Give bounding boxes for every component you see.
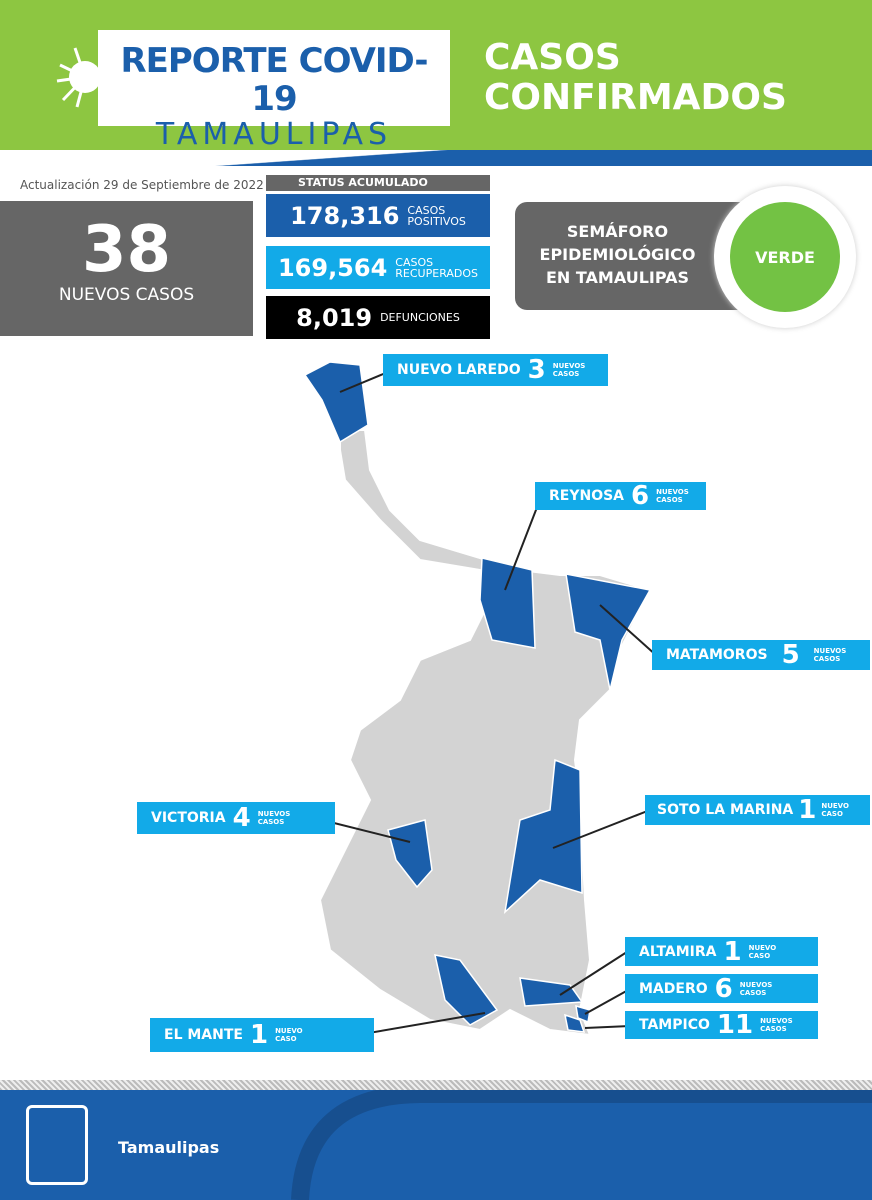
cases-suffix1: NUEVO <box>275 1027 303 1035</box>
positive-value: 178,316 <box>290 201 400 230</box>
logo-line1: REPORTE COVID-19 <box>120 41 428 119</box>
region-soto-la-marina <box>503 758 583 915</box>
cases-suffix1: NUEVOS <box>739 980 773 989</box>
footer-brand: Tamaulipas <box>118 1138 220 1157</box>
tamaulipas-map <box>303 361 662 1040</box>
recovered-value: 169,564 <box>277 253 388 282</box>
deaths-label: DEFUNCIONES <box>380 311 460 324</box>
label-tampico: TAMPICO 11 NUEVOS CASOS <box>625 1010 818 1040</box>
municipality-count: 3 <box>527 355 546 385</box>
municipality-name: TAMPICO <box>639 1017 710 1033</box>
logo-line2: TAMAULIPAS <box>155 117 393 152</box>
municipality-name: SOTO LA MARINA <box>657 802 794 818</box>
recovered-cases: 169,564 CASOS RECUPERADOS <box>266 246 490 289</box>
divider-stripe <box>0 150 872 166</box>
status-heading: STATUS ACUMULADO <box>266 175 490 191</box>
cases-suffix1: NUEVOS <box>656 488 689 496</box>
municipality-name: MATAMOROS <box>666 647 768 663</box>
region-altamira <box>519 977 584 1007</box>
recovered-label2: RECUPERADOS <box>395 266 479 280</box>
label-el-mante: EL MANTE 1 NUEVO CASO <box>150 1018 374 1052</box>
recovered-label1: CASOS <box>395 255 434 269</box>
page-title: CASOS CONFIRMADOS <box>484 38 787 118</box>
municipality-count: 11 <box>716 1010 754 1040</box>
region-tampico <box>564 1013 586 1033</box>
municipality-name: EL MANTE <box>164 1027 243 1043</box>
municipality-name: ALTAMIRA <box>639 943 717 960</box>
region-matamoros <box>565 573 652 691</box>
region-el-mante <box>434 954 499 1026</box>
semaforo-line3: EN TAMAULIPAS <box>545 268 690 287</box>
cases-suffix1: NUEVOS <box>552 362 586 370</box>
region-madero <box>575 1004 591 1024</box>
deaths-value: 8,019 <box>296 303 373 332</box>
new-cases-box: 38 NUEVOS CASOS <box>0 201 253 336</box>
cases-suffix2: CASO <box>748 951 771 960</box>
region-nuevo-laredo <box>303 361 369 444</box>
region-reynosa <box>479 557 536 649</box>
cases-suffix2: CASOS <box>552 370 580 378</box>
cases-suffix2: CASOS <box>739 988 767 997</box>
semaforo-title: SEMÁFORO EPIDEMIOLÓGICO EN TAMAULIPAS <box>530 220 705 289</box>
new-cases-value: 38 <box>81 213 172 287</box>
state-outline <box>318 429 652 1037</box>
municipality-count: 1 <box>723 936 742 967</box>
label-nuevo-laredo: NUEVO LAREDO 3 NUEVOS CASOS <box>383 354 608 386</box>
municipality-count: 4 <box>232 803 251 833</box>
cases-suffix2: CASOS <box>257 818 285 826</box>
municipality-name: REYNOSA <box>549 488 625 504</box>
cases-suffix1: NUEVO <box>748 943 777 952</box>
semaforo-status: VERDE <box>730 202 840 312</box>
label-victoria: VICTORIA 4 NUEVOS CASOS <box>137 802 335 834</box>
cases-suffix1: NUEVOS <box>813 647 847 655</box>
municipality-name: NUEVO LAREDO <box>397 362 521 378</box>
footer-arc <box>291 1090 872 1200</box>
label-altamira: ALTAMIRA 1 NUEVO CASO <box>625 936 818 967</box>
footer-pattern <box>0 1080 872 1090</box>
cases-suffix2: CASO <box>821 810 843 818</box>
title-line1: CASOS <box>484 37 621 78</box>
virus-icon <box>56 47 101 108</box>
semaforo-line2: EPIDEMIOLÓGICO <box>539 245 696 264</box>
municipality-count: 6 <box>714 973 733 1004</box>
cases-suffix1: NUEVOS <box>760 1017 793 1025</box>
cases-suffix2: CASO <box>275 1035 297 1043</box>
cases-suffix2: CASOS <box>760 1025 787 1033</box>
label-matamoros: MATAMOROS 5 NUEVOS CASOS <box>652 640 870 670</box>
positive-label1: CASOS <box>407 203 446 217</box>
positive-label2: POSITIVOS <box>407 214 466 228</box>
municipality-count: 6 <box>631 481 650 511</box>
positive-cases: 178,316 CASOS POSITIVOS <box>266 194 490 237</box>
label-soto-la-marina: SOTO LA MARINA 1 NUEVO CASO <box>645 795 870 825</box>
cases-suffix1: NUEVOS <box>257 810 291 818</box>
deaths: 8,019 DEFUNCIONES <box>266 296 490 339</box>
cases-suffix2: CASOS <box>656 496 683 504</box>
region-victoria <box>387 819 433 889</box>
cases-suffix1: NUEVO <box>821 802 849 810</box>
label-madero: MADERO 6 NUEVOS CASOS <box>625 973 818 1004</box>
update-date: Actualización 29 de Septiembre de 2022 <box>20 178 264 192</box>
report-logo: REPORTE COVID-19 TAMAULIPAS <box>98 30 450 152</box>
municipality-name: MADERO <box>639 980 708 997</box>
municipality-count: 1 <box>798 795 817 825</box>
title-line2: CONFIRMADOS <box>484 77 787 118</box>
municipality-count: 5 <box>781 640 800 670</box>
new-cases-label: NUEVOS CASOS <box>58 285 195 305</box>
cases-suffix2: CASOS <box>813 655 841 663</box>
footer <box>0 1090 872 1200</box>
municipality-name: VICTORIA <box>151 810 226 826</box>
state-seal-icon <box>26 1105 88 1185</box>
municipality-count: 1 <box>249 1020 269 1050</box>
label-reynosa: REYNOSA 6 NUEVOS CASOS <box>535 481 706 511</box>
semaforo-line1: SEMÁFORO <box>566 222 669 241</box>
